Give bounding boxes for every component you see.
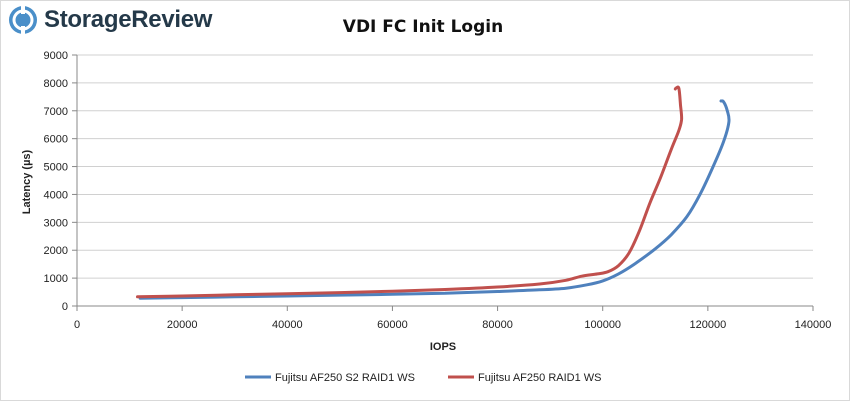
x-tick-label: 80000	[482, 319, 513, 331]
legend-label-1: Fujitsu AF250 S2 RAID1 WS	[275, 372, 415, 384]
x-tick-label: 60000	[377, 319, 408, 331]
y-tick-label: 8000	[44, 78, 68, 90]
legend: Fujitsu AF250 S2 RAID1 WS Fujitsu AF250 R…	[245, 372, 602, 384]
chart-title: VDI FC Init Login	[343, 17, 503, 37]
y-tick-label: 9000	[44, 50, 68, 62]
y-tick-label: 2000	[44, 245, 68, 257]
y-tick-label: 5000	[44, 162, 68, 174]
gridlines	[77, 54, 813, 279]
brand-logo: StorageReview	[8, 5, 212, 35]
y-tick-label: 4000	[44, 189, 68, 201]
y-tick-label: 6000	[44, 134, 68, 146]
x-tick-label: 100000	[584, 319, 621, 331]
y-tick-label: 3000	[44, 217, 68, 229]
x-axis-title: IOPS	[430, 341, 456, 353]
storagereview-logo-icon	[9, 6, 37, 34]
tick-labels: 0 1000 2000 3000 4000 5000 6000 7000 8000 9000 0 20…	[44, 50, 832, 331]
plot-area	[136, 85, 731, 300]
y-axis-title: Latency (µs)	[21, 149, 33, 214]
x-tick-label: 120000	[689, 319, 726, 331]
x-tick-label: 140000	[795, 319, 832, 331]
series-line-1	[138, 99, 731, 300]
x-tick-label: 40000	[272, 319, 303, 331]
series-line-2	[136, 85, 684, 299]
x-tick-label: 0	[74, 319, 80, 331]
brand-name: StorageReview	[44, 6, 213, 33]
y-tick-label: 0	[62, 301, 68, 313]
x-tick-label: 20000	[167, 319, 198, 331]
legend-label-2: Fujitsu AF250 RAID1 WS	[478, 372, 602, 384]
y-tick-label: 7000	[44, 106, 68, 118]
axes	[72, 54, 814, 311]
y-tick-label: 1000	[44, 273, 68, 285]
